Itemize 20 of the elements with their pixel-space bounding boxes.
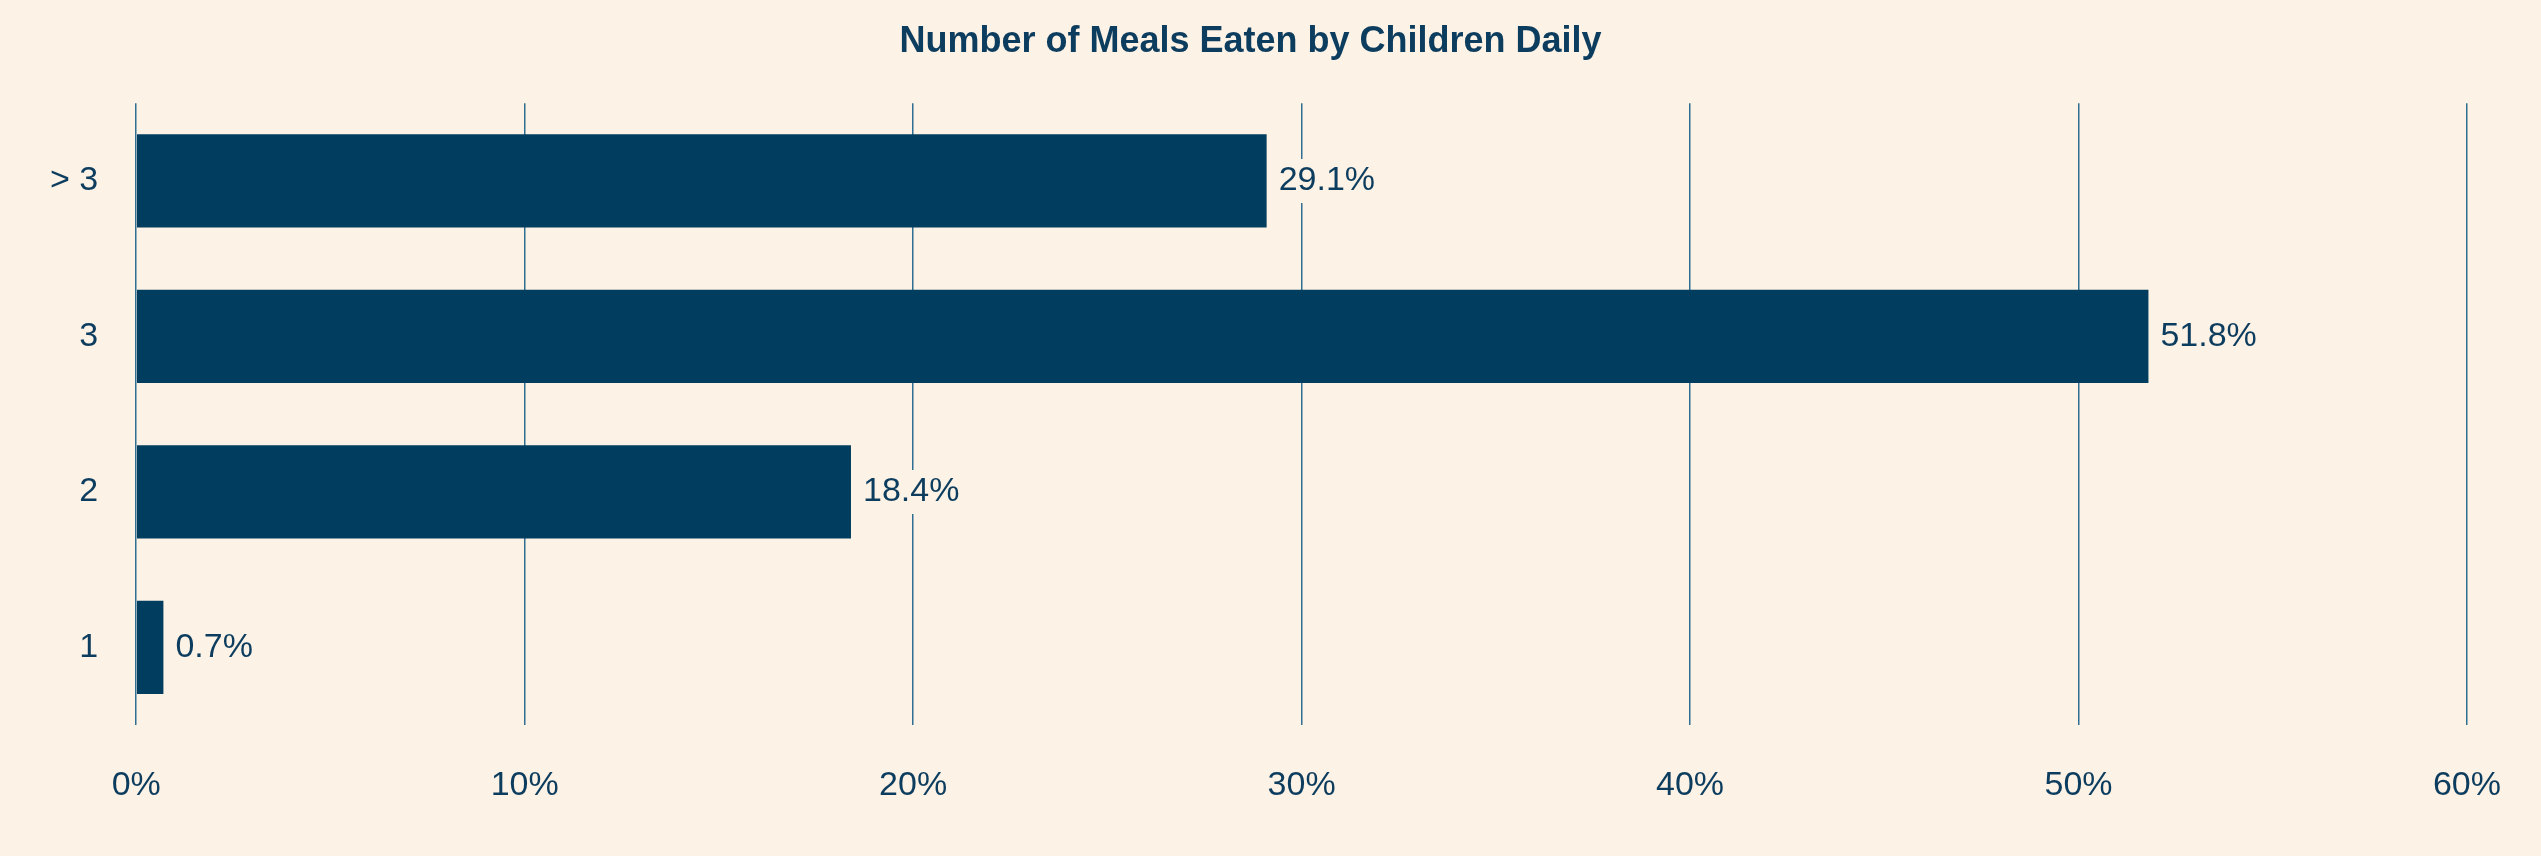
data-label: 18.4% [862,470,960,509]
x-tick-label: 30% [1267,763,1336,802]
y-tick-label: 2 [79,470,99,509]
x-tick-label: 0% [111,763,161,802]
data-label: 29.1% [1278,159,1376,198]
y-tick-label: > 3 [49,159,99,198]
y-tick-label: 1 [79,625,99,664]
x-tick-label: 50% [2044,763,2113,802]
chart-title: Number of Meals Eaten by Children Daily [899,18,1602,60]
x-tick-label: 10% [490,763,559,802]
bar [136,134,1267,228]
y-tick-label: 3 [79,314,99,353]
data-label: 0.7% [175,625,253,664]
x-tick-label: 60% [2432,763,2502,802]
data-label: 51.8% [2160,314,2257,353]
bar [136,600,164,695]
x-tick-label: 40% [1656,763,1725,802]
bar [136,445,851,539]
bar [136,289,2149,384]
x-tick-label: 20% [879,763,948,802]
